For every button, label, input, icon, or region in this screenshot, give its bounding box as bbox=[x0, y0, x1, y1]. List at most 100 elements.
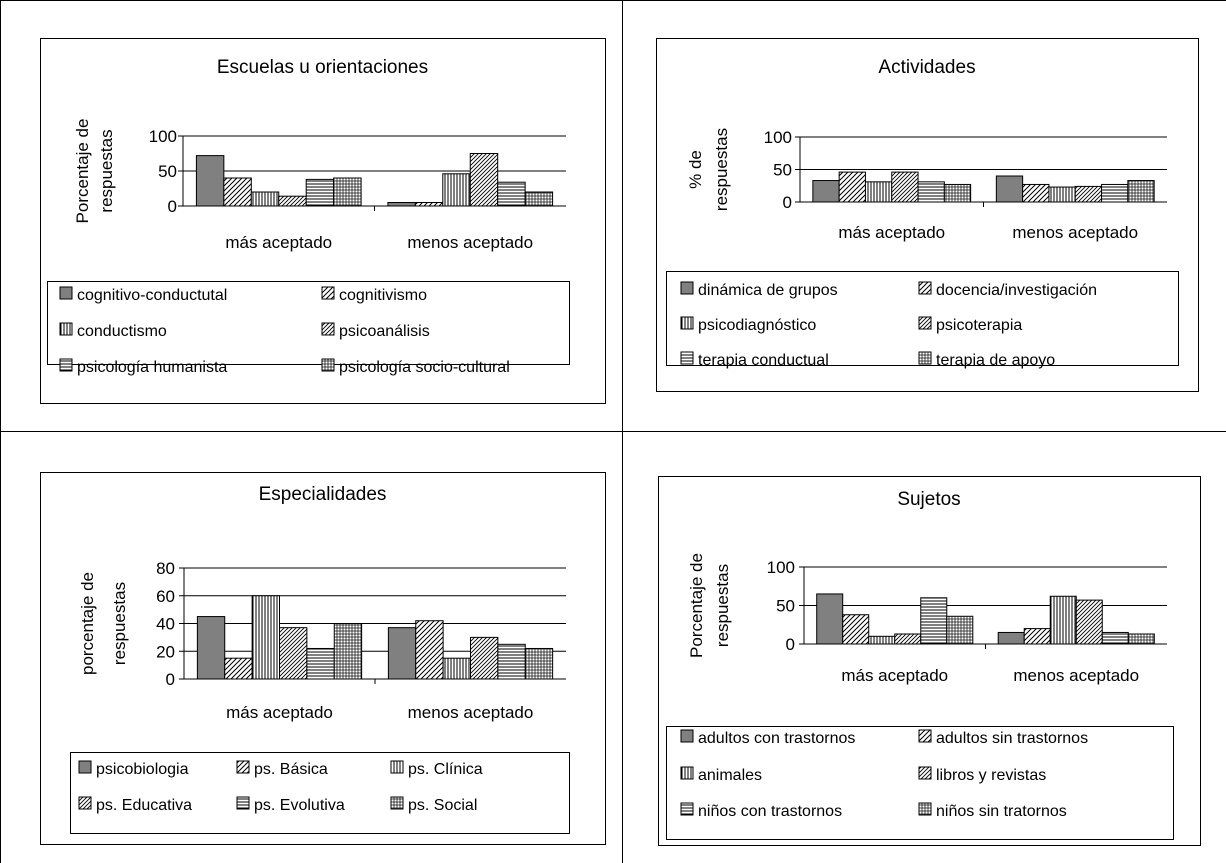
y-tick-label: 50 bbox=[776, 597, 795, 616]
legend-swatch bbox=[236, 796, 250, 810]
bar bbox=[1075, 599, 1103, 645]
legend-swatch bbox=[59, 286, 73, 300]
legend-swatch bbox=[918, 351, 932, 365]
bar bbox=[891, 171, 919, 203]
bar bbox=[278, 195, 307, 207]
bar bbox=[497, 643, 526, 680]
bar bbox=[387, 627, 417, 680]
legend-swatch bbox=[918, 316, 932, 330]
legend-label: psicología socio-cultural bbox=[339, 359, 510, 376]
legend-label: adultos sin trastornos bbox=[936, 730, 1088, 747]
legend-label: ps. Educativa bbox=[96, 797, 192, 814]
bar bbox=[333, 177, 362, 207]
bar bbox=[224, 657, 253, 680]
y-tick-label: 50 bbox=[158, 162, 177, 181]
bar bbox=[497, 181, 526, 207]
legend-swatch bbox=[918, 729, 932, 743]
bar bbox=[305, 178, 335, 207]
legend-label: adultos con trastornos bbox=[698, 730, 855, 747]
chart-frame bbox=[658, 476, 1201, 846]
bar bbox=[894, 633, 922, 645]
legend-swatch bbox=[680, 766, 694, 780]
legend-box bbox=[666, 726, 1174, 840]
bar bbox=[415, 620, 444, 680]
bar bbox=[414, 202, 444, 207]
legend-swatch bbox=[918, 766, 932, 780]
bar bbox=[223, 177, 252, 207]
x-category-label: menos aceptado bbox=[1012, 223, 1138, 242]
bar bbox=[997, 631, 1025, 645]
x-category-label: menos aceptado bbox=[408, 703, 534, 722]
chart-2: Actividades % de respuestas 0 50 100 más acept… bbox=[656, 38, 1199, 392]
x-category-label: más aceptado bbox=[838, 223, 945, 242]
x-category-label: más aceptado bbox=[841, 666, 948, 685]
legend-swatch bbox=[59, 358, 73, 372]
legend-swatch bbox=[236, 760, 250, 774]
chart-frame bbox=[656, 38, 1199, 392]
bar bbox=[1074, 185, 1103, 203]
chart-title: Especialidades bbox=[259, 484, 387, 505]
legend-swatch bbox=[680, 351, 694, 365]
bar bbox=[524, 647, 554, 680]
y-tick-label: 60 bbox=[156, 587, 175, 606]
charts-container: Escuelas u orientaciones Porcentaje de res… bbox=[40, 38, 1201, 846]
bar bbox=[524, 191, 554, 207]
bar bbox=[943, 183, 972, 203]
y-tick-label: 0 bbox=[166, 670, 175, 689]
legend-swatch bbox=[390, 796, 404, 810]
legend-swatch bbox=[59, 322, 73, 336]
y-axis-label: respuestas bbox=[97, 129, 116, 212]
bar bbox=[196, 616, 226, 680]
legend-box bbox=[666, 271, 1179, 366]
bar bbox=[1022, 183, 1050, 203]
legend-swatch bbox=[321, 286, 335, 300]
bar bbox=[864, 181, 893, 203]
legend-label: ps. Evolutiva bbox=[254, 797, 345, 814]
legend-label: terapia conductual bbox=[698, 352, 829, 369]
legend-swatch bbox=[918, 802, 932, 816]
bar bbox=[1049, 595, 1077, 645]
bar bbox=[842, 614, 870, 645]
bar bbox=[1127, 180, 1155, 203]
y-tick-label: 50 bbox=[773, 161, 792, 180]
legend-label: ps. Básica bbox=[254, 761, 328, 778]
bar bbox=[1101, 183, 1129, 203]
y-tick-label: 80 bbox=[156, 559, 175, 578]
bar bbox=[946, 615, 974, 645]
legend-label: docencia/investigación bbox=[936, 282, 1097, 299]
bar bbox=[250, 191, 280, 207]
legend-label: cognitivo-conductutal bbox=[77, 287, 227, 304]
legend-label: psicología humanista bbox=[77, 359, 227, 376]
chart-title: Escuelas u orientaciones bbox=[217, 57, 428, 78]
bar bbox=[251, 595, 281, 680]
y-axis-label: % de bbox=[686, 150, 705, 189]
legend-label: psicoterapia bbox=[936, 317, 1022, 334]
chart-3: Especialidades porcentaje de respuestas 0 20… bbox=[40, 472, 606, 845]
legend-swatch bbox=[680, 802, 694, 816]
bar bbox=[812, 180, 840, 203]
bar bbox=[838, 171, 866, 203]
legend-label: niños con trastornos bbox=[698, 803, 842, 820]
bar bbox=[995, 175, 1024, 203]
y-tick-label: 100 bbox=[149, 127, 177, 146]
y-tick-label: 0 bbox=[783, 193, 792, 212]
y-axis-label: porcentaje de bbox=[78, 572, 97, 675]
legend-box bbox=[70, 752, 570, 834]
bar bbox=[469, 153, 499, 207]
legend-swatch bbox=[390, 760, 404, 774]
legend-swatch bbox=[680, 316, 694, 330]
chart-title: Actividades bbox=[878, 57, 975, 78]
legend-label: animales bbox=[698, 767, 762, 784]
legend-label: terapia de apoyo bbox=[936, 352, 1055, 369]
y-tick-label: 100 bbox=[764, 128, 792, 147]
legend-label: psicodiagnóstico bbox=[698, 317, 816, 334]
bar bbox=[279, 627, 308, 680]
y-axis-label: respuestas bbox=[713, 564, 732, 647]
bar bbox=[1048, 186, 1076, 203]
bar bbox=[442, 657, 471, 680]
y-tick-label: 20 bbox=[156, 642, 175, 661]
legend-swatch bbox=[321, 322, 335, 336]
legend-swatch bbox=[680, 281, 694, 295]
